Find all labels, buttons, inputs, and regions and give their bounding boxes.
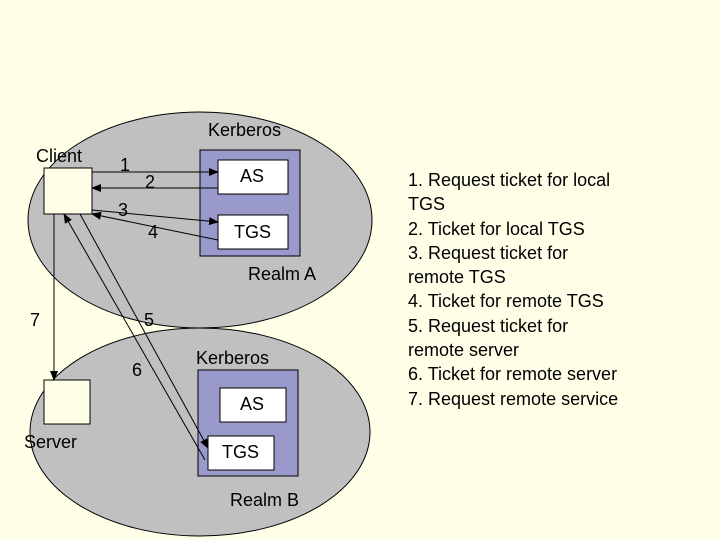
server-box: [44, 380, 90, 424]
legend-line: 1. Request ticket for local: [408, 168, 618, 192]
legend-line: 4. Ticket for remote TGS: [408, 289, 618, 313]
legend-line: 6. Ticket for remote server: [408, 362, 618, 386]
realm-b-tgs-label: TGS: [222, 442, 259, 463]
client-box: [44, 168, 92, 214]
flow-label-2: 2: [145, 172, 155, 193]
realm-a-label: Realm A: [248, 264, 316, 285]
realm-a-kerberos-label: Kerberos: [208, 120, 281, 141]
legend-line: remote server: [408, 338, 618, 362]
flow-label-6: 6: [132, 360, 142, 381]
legend-line: 2. Ticket for local TGS: [408, 217, 618, 241]
flow-label-5: 5: [144, 310, 154, 331]
realm-a-tgs-label: TGS: [234, 222, 271, 243]
legend-line: 7. Request remote service: [408, 387, 618, 411]
legend-line: TGS: [408, 192, 618, 216]
legend-line: remote TGS: [408, 265, 618, 289]
legend-line: 5. Request ticket for: [408, 314, 618, 338]
client-label: Client: [36, 146, 82, 167]
legend-line: 3. Request ticket for: [408, 241, 618, 265]
legend: 1. Request ticket for local TGS 2. Ticke…: [408, 168, 618, 411]
flow-label-4: 4: [148, 222, 158, 243]
realm-b-as-label: AS: [240, 394, 264, 415]
flow-label-1: 1: [120, 155, 130, 176]
realm-a-as-label: AS: [240, 166, 264, 187]
flow-label-3: 3: [118, 200, 128, 221]
flow-label-7: 7: [30, 310, 40, 331]
realm-b-label: Realm B: [230, 490, 299, 511]
server-label: Server: [24, 432, 77, 453]
realm-b-kerberos-label: Kerberos: [196, 348, 269, 369]
